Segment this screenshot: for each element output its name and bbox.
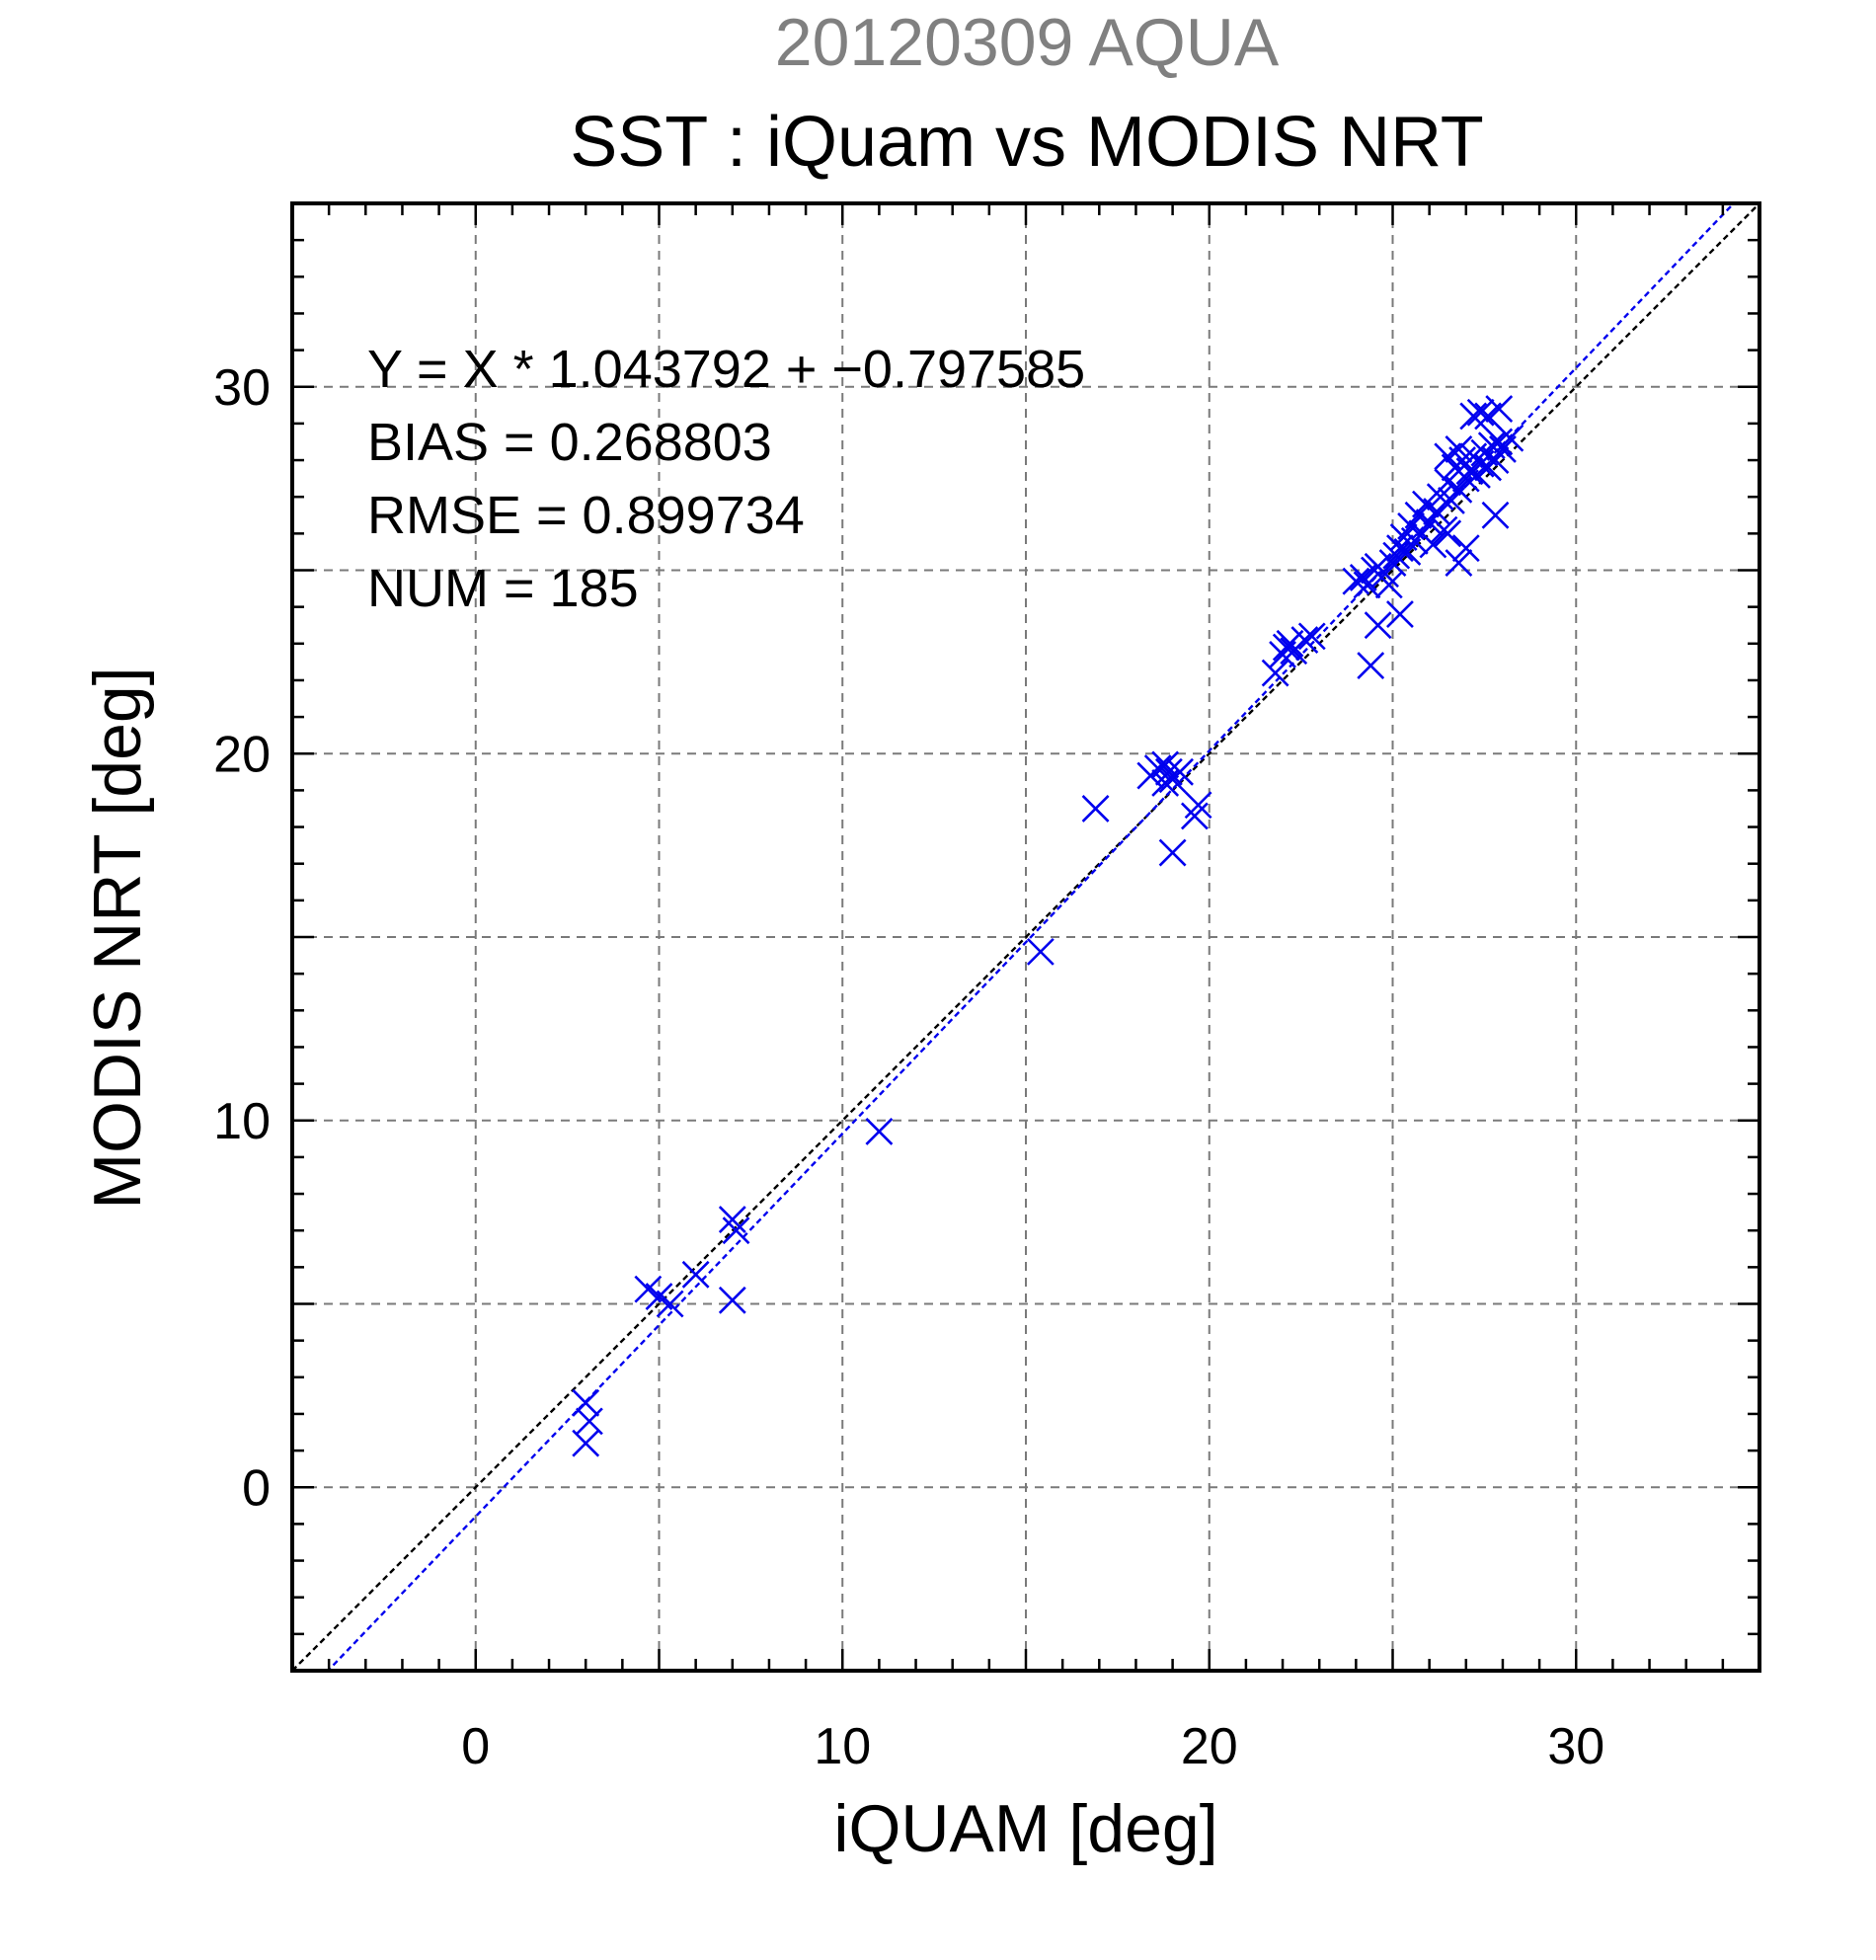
y-axis-label: MODIS NRT [deg] (80, 666, 155, 1209)
data-point (656, 1290, 684, 1318)
data-point (1386, 534, 1414, 563)
plot-frame (290, 201, 1761, 1673)
data-point (1481, 501, 1510, 529)
data-point (572, 1429, 600, 1457)
y-tick-label: 30 (213, 359, 271, 417)
y-tick-label: 0 (242, 1459, 271, 1517)
data-point (1485, 395, 1514, 423)
x-tick-label: 0 (461, 1718, 490, 1775)
stats-rmse: RMSE = 0.899734 (367, 486, 805, 545)
data-point (1364, 611, 1392, 640)
identity-line (292, 203, 1759, 1671)
x-tick-label: 30 (1547, 1718, 1604, 1775)
data-point (722, 1216, 750, 1245)
data-point (575, 1407, 603, 1436)
grid-lines (292, 203, 1759, 1671)
y-tick-label: 10 (213, 1093, 271, 1150)
data-point (1419, 530, 1447, 559)
data-point (681, 1260, 710, 1289)
data-point (1143, 754, 1172, 783)
tick-labels: 0 10 20 30 0 10 20 30 (213, 359, 1604, 1775)
data-points (572, 395, 1524, 1457)
stats-num: NUM = 185 (367, 559, 639, 618)
data-point (1466, 398, 1495, 427)
data-point (718, 1206, 746, 1233)
data-point (1357, 652, 1385, 680)
data-point (1445, 549, 1473, 577)
x-tick-label: 20 (1181, 1718, 1238, 1775)
data-point (865, 1117, 894, 1145)
stats-bias: BIAS = 0.268803 (367, 413, 772, 472)
data-point (1026, 937, 1055, 966)
data-point (1459, 402, 1488, 431)
y-tick-label: 20 (213, 726, 271, 783)
data-point (1180, 802, 1209, 830)
data-point (1485, 428, 1514, 456)
data-point (1451, 534, 1480, 563)
data-point (1445, 434, 1473, 463)
fit-line (326, 203, 1736, 1671)
data-point (718, 1286, 746, 1314)
data-point (1297, 622, 1326, 651)
x-tick-label: 10 (814, 1718, 871, 1775)
data-point (1184, 791, 1212, 820)
chart-suptitle: 20120309 AQUA (775, 5, 1280, 80)
data-point (1426, 483, 1454, 511)
data-point (1342, 567, 1370, 595)
data-point (1261, 659, 1290, 687)
data-point (1158, 838, 1187, 867)
data-point (1374, 571, 1403, 599)
data-point (1353, 571, 1381, 599)
data-point (1382, 541, 1411, 570)
data-point (1378, 549, 1407, 577)
reference-lines (292, 203, 1759, 1671)
data-point (1081, 795, 1110, 823)
chart-title: SST : iQuam vs MODIS NRT (570, 103, 1484, 182)
data-point (1496, 424, 1524, 452)
data-point (1386, 600, 1414, 628)
data-point (1434, 519, 1462, 548)
x-axis-label: iQUAM [deg] (833, 1791, 1217, 1866)
data-point (1166, 757, 1194, 786)
data-point (572, 1388, 600, 1417)
data-point (1151, 769, 1180, 797)
stats-equation: Y = X * 1.043792 + −0.797585 (367, 340, 1085, 399)
data-point (1290, 626, 1319, 655)
data-point (1154, 757, 1183, 786)
